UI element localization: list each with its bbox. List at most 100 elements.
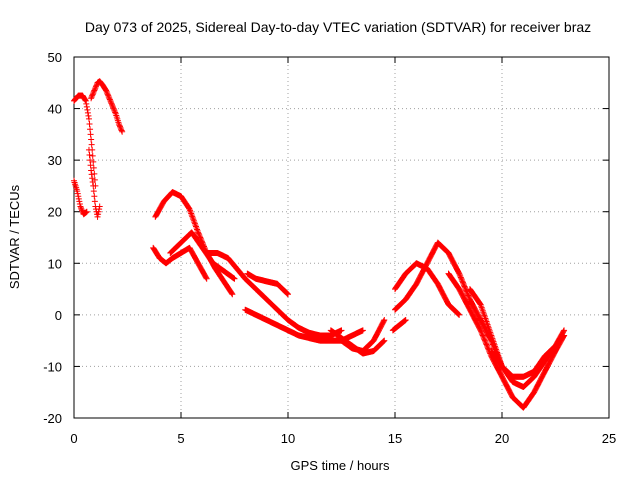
data-point bbox=[561, 327, 568, 334]
data-point bbox=[359, 327, 366, 334]
data-point bbox=[74, 190, 81, 197]
data-point bbox=[110, 104, 117, 111]
data-point bbox=[117, 123, 124, 130]
data-point bbox=[105, 92, 112, 99]
data-point bbox=[561, 332, 568, 339]
data-point bbox=[108, 100, 115, 107]
x-tick-label: 10 bbox=[281, 431, 295, 446]
data-point bbox=[88, 167, 95, 174]
data-point bbox=[196, 233, 203, 240]
data-point bbox=[456, 271, 463, 278]
data-point bbox=[455, 311, 462, 318]
data-point bbox=[87, 157, 94, 164]
data-point bbox=[189, 213, 196, 220]
data-point bbox=[103, 88, 110, 95]
data-point bbox=[481, 337, 488, 344]
data-point bbox=[192, 222, 199, 229]
data-point bbox=[560, 333, 567, 340]
data-point bbox=[88, 93, 95, 100]
data-point bbox=[485, 346, 492, 353]
data-point bbox=[231, 275, 238, 282]
series-arc3 bbox=[85, 146, 103, 220]
data-point bbox=[190, 216, 197, 223]
y-tick-label: -10 bbox=[43, 359, 62, 374]
data-point bbox=[75, 195, 82, 202]
data-point bbox=[484, 342, 491, 349]
grid bbox=[74, 57, 609, 418]
data-point bbox=[92, 84, 99, 91]
series-arc16 bbox=[445, 270, 568, 411]
data-point bbox=[85, 112, 92, 119]
data-point bbox=[106, 96, 113, 103]
data-point bbox=[95, 208, 102, 215]
data-point bbox=[455, 310, 462, 317]
series-arc13 bbox=[338, 317, 388, 354]
data-point bbox=[194, 226, 201, 233]
data-point bbox=[88, 141, 95, 148]
data-point bbox=[229, 291, 236, 298]
data-point bbox=[485, 345, 492, 352]
data-point bbox=[85, 146, 92, 153]
data-point bbox=[112, 109, 119, 116]
data-point bbox=[283, 290, 290, 297]
data-point bbox=[77, 203, 84, 210]
data-point bbox=[91, 86, 98, 93]
data-point bbox=[78, 206, 85, 213]
x-tick-label: 15 bbox=[388, 431, 402, 446]
data-point bbox=[116, 122, 123, 129]
data-point bbox=[96, 206, 103, 213]
data-point bbox=[457, 274, 464, 281]
data-point bbox=[107, 97, 114, 104]
data-point bbox=[103, 87, 110, 94]
data-point bbox=[458, 277, 465, 284]
data-point bbox=[228, 290, 235, 297]
x-axis: 0 5 10 15 20 25 bbox=[70, 57, 616, 446]
data-point bbox=[90, 90, 97, 97]
data-point bbox=[479, 332, 486, 339]
data-point bbox=[76, 198, 83, 205]
data-point bbox=[118, 126, 125, 133]
data-point bbox=[478, 328, 485, 335]
data-point bbox=[480, 333, 487, 340]
data-point bbox=[82, 97, 89, 104]
data-point bbox=[477, 327, 484, 334]
data-point bbox=[91, 198, 98, 205]
data-point bbox=[86, 121, 93, 128]
data-point bbox=[380, 338, 387, 345]
data-point bbox=[89, 92, 96, 99]
data-point bbox=[192, 223, 199, 230]
data-point bbox=[465, 293, 472, 300]
data-point bbox=[94, 213, 101, 220]
data-point bbox=[482, 340, 489, 347]
data-point bbox=[76, 200, 83, 207]
data-point bbox=[104, 91, 111, 98]
data-point bbox=[459, 279, 466, 286]
data-point bbox=[191, 219, 198, 226]
series-arc18 bbox=[488, 332, 568, 380]
data-point bbox=[90, 88, 97, 95]
y-tick-label: 10 bbox=[48, 256, 62, 271]
data-point bbox=[77, 204, 84, 211]
series-arc4 bbox=[88, 78, 126, 135]
data-point bbox=[559, 333, 566, 340]
data-point bbox=[119, 128, 126, 135]
data-point bbox=[85, 115, 92, 122]
data-point bbox=[381, 337, 388, 344]
x-axis-label: GPS time / hours bbox=[291, 458, 390, 473]
data-point bbox=[107, 99, 114, 106]
data-point bbox=[187, 207, 194, 214]
data-point bbox=[84, 106, 91, 113]
x-tick-label: 0 bbox=[70, 431, 77, 446]
data-point bbox=[483, 341, 490, 348]
data-point bbox=[456, 270, 463, 277]
series-arc10 bbox=[242, 306, 366, 344]
data-point bbox=[92, 83, 99, 90]
data-point bbox=[91, 193, 98, 200]
data-point bbox=[91, 87, 98, 94]
data-point bbox=[458, 275, 465, 282]
data-point bbox=[381, 317, 388, 324]
data-point bbox=[87, 162, 94, 169]
data-point bbox=[285, 291, 291, 298]
series-arc8 bbox=[203, 249, 259, 293]
data-point bbox=[89, 179, 96, 186]
